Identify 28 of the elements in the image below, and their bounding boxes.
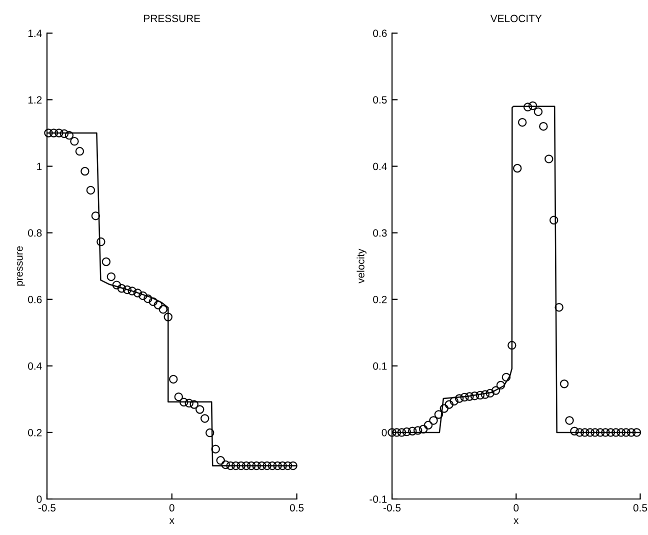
x-tick-label: 0.5 xyxy=(633,504,648,512)
y-tick-label: 1.4 xyxy=(28,30,42,37)
y-tick-label: 0.2 xyxy=(28,428,42,436)
chart-title: PRESSURE xyxy=(144,14,200,22)
y-tick-label: 0 xyxy=(382,428,387,436)
x-axis-title: x xyxy=(514,518,519,524)
x-tick-label: -0.5 xyxy=(384,504,401,512)
y-tick-label: 1 xyxy=(37,162,42,170)
y-tick-label: 0.6 xyxy=(28,296,42,304)
y-axis-title: pressure xyxy=(17,246,25,286)
y-tick-label: 0 xyxy=(36,495,42,503)
y-tick-label: 0.5 xyxy=(373,96,387,104)
y-tick-label: 0.2 xyxy=(373,296,387,304)
y-tick-label: 0.4 xyxy=(28,362,42,370)
x-tick-label: 0 xyxy=(169,504,174,512)
chart-title: VELOCITY xyxy=(490,14,542,22)
y-tick-label: 0.1 xyxy=(373,362,387,370)
y-tick-label: 0.8 xyxy=(28,229,42,237)
y-tick-label: -0.1 xyxy=(370,495,387,503)
y-tick-label: 0.4 xyxy=(373,162,387,170)
y-axis-title: velocity xyxy=(356,248,366,284)
x-tick-label: 0.5 xyxy=(290,504,304,512)
y-tick-label: 0.3 xyxy=(373,229,387,237)
y-tick-label: 0.6 xyxy=(373,30,387,38)
x-tick-label: -0.5 xyxy=(38,504,56,512)
x-axis-title: x xyxy=(169,518,174,524)
y-tick-label: 1.2 xyxy=(28,96,42,104)
x-tick-label: 0 xyxy=(514,504,519,512)
